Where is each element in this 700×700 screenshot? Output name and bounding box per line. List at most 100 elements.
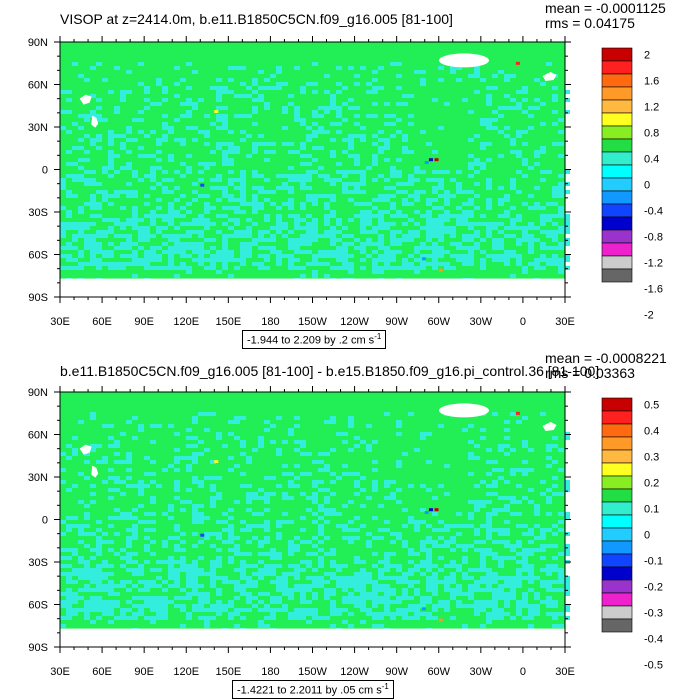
field-cell xyxy=(474,242,480,246)
field-cell xyxy=(168,600,174,604)
x-tick-label: 30W xyxy=(470,666,493,678)
field-cell xyxy=(360,182,366,186)
field-cell xyxy=(486,484,492,488)
field-cell xyxy=(300,90,306,94)
field-cell xyxy=(168,556,174,560)
field-cell xyxy=(108,242,114,246)
field-cell xyxy=(312,612,318,616)
mask-plateau xyxy=(91,465,99,478)
field-cell xyxy=(312,198,318,202)
field-cell xyxy=(540,254,546,258)
field-cell xyxy=(528,572,534,576)
field-cell xyxy=(180,138,186,142)
field-cell xyxy=(468,544,474,548)
field-cell xyxy=(510,98,516,102)
field-cell xyxy=(432,242,438,246)
field-cell xyxy=(324,488,330,492)
field-cell xyxy=(78,74,84,78)
field-cell xyxy=(114,488,120,492)
field-cell xyxy=(282,82,288,86)
field-cell xyxy=(474,608,480,612)
field-cell xyxy=(150,472,156,476)
field-cell xyxy=(492,226,498,230)
mean-stat: mean = -0.0001125 xyxy=(545,0,666,16)
x-tick-label: 120W xyxy=(340,666,369,678)
field-cell xyxy=(408,266,414,270)
field-cell xyxy=(438,544,444,548)
field-cell xyxy=(354,190,360,194)
field-cell xyxy=(96,596,102,600)
field-cell xyxy=(540,102,546,106)
field-cell xyxy=(384,608,390,612)
field-cell xyxy=(546,488,552,492)
colorbar-label: 0 xyxy=(644,180,650,192)
field-cell xyxy=(90,142,96,146)
field-cell xyxy=(414,234,420,238)
field-cell xyxy=(66,608,72,612)
colorbar-swatch xyxy=(601,488,633,503)
field-cell xyxy=(474,70,480,74)
field-cell xyxy=(366,222,372,226)
field-cell xyxy=(288,94,294,98)
field-cell xyxy=(486,222,492,226)
range-note: -1.4221 to 2.2011 by .05 cm s-1 xyxy=(232,680,394,699)
field-cell xyxy=(372,600,378,604)
field-cell xyxy=(330,588,336,592)
field-cell xyxy=(438,230,444,234)
field-cell xyxy=(126,222,132,226)
field-cell xyxy=(306,588,312,592)
field-cell xyxy=(210,608,216,612)
field-cell xyxy=(60,532,66,536)
field-cell xyxy=(240,190,246,194)
field-cell xyxy=(558,186,564,190)
mask-antarctica xyxy=(60,278,565,297)
field-cell xyxy=(186,266,192,270)
field-cell xyxy=(492,126,498,130)
field-cell xyxy=(432,206,438,210)
field-cell xyxy=(114,266,120,270)
y-tick-label: 30S xyxy=(28,557,48,569)
field-cell xyxy=(522,230,528,234)
field-cell xyxy=(240,584,246,588)
field-cell xyxy=(504,226,510,230)
field-cell xyxy=(132,536,138,540)
field-cell xyxy=(372,242,378,246)
field-cell xyxy=(552,544,558,548)
field-cell xyxy=(366,576,372,580)
field-cell xyxy=(426,616,432,620)
field-cell xyxy=(342,258,348,262)
field-cell xyxy=(450,70,456,74)
field-cell xyxy=(438,186,444,190)
field-cell xyxy=(426,564,432,568)
field-cell xyxy=(270,246,276,250)
field-cell xyxy=(126,194,132,198)
field-cell xyxy=(96,604,102,608)
field-cell xyxy=(480,250,486,254)
field-cell xyxy=(450,616,456,620)
field-cell xyxy=(474,222,480,226)
field-cell xyxy=(462,592,468,596)
field-cell xyxy=(402,452,408,456)
field-cell xyxy=(528,468,534,472)
field-cell xyxy=(330,214,336,218)
field-cell xyxy=(306,134,312,138)
field-cell xyxy=(312,274,318,278)
field-cell xyxy=(378,174,384,178)
field-cell xyxy=(366,424,372,428)
field-cell xyxy=(516,552,522,556)
field-cell xyxy=(276,70,282,74)
field-cell xyxy=(102,604,108,608)
field-cell xyxy=(186,568,192,572)
field-cell xyxy=(180,250,186,254)
field-cell xyxy=(138,178,144,182)
field-cell xyxy=(330,420,336,424)
field-cell xyxy=(456,218,462,222)
field-cell xyxy=(120,142,126,146)
field-cell xyxy=(300,86,306,90)
field-cell xyxy=(186,102,192,106)
field-cell xyxy=(138,596,144,600)
field-cell xyxy=(126,126,132,130)
field-cell xyxy=(294,536,300,540)
field-cell xyxy=(498,576,504,580)
field-cell xyxy=(498,230,504,234)
